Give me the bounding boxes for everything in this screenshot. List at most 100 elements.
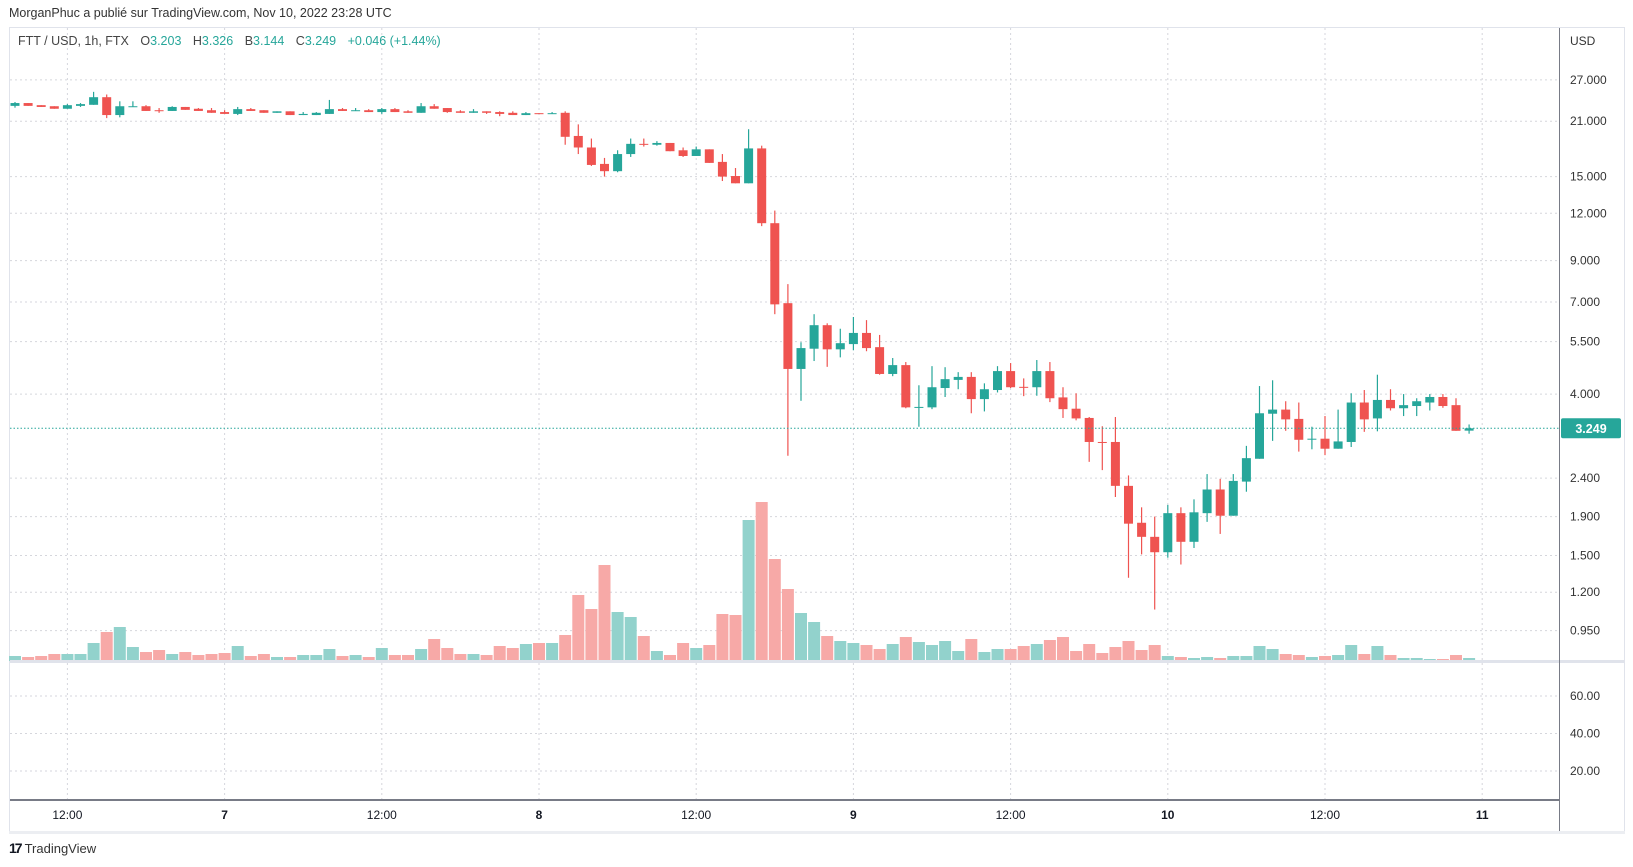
- candle-body: [115, 106, 125, 116]
- volume-bar: [205, 654, 218, 661]
- candle-body: [1058, 397, 1068, 410]
- volume-bar: [873, 649, 886, 661]
- volume-bar: [1201, 657, 1214, 661]
- candle-body: [1019, 386, 1029, 388]
- volume-bar: [795, 613, 807, 661]
- time-tick-label: 10: [1161, 808, 1175, 822]
- volume-bar: [533, 643, 545, 661]
- volume-bar: [1266, 649, 1279, 661]
- volume-bar: [192, 655, 205, 661]
- volume-bar: [703, 645, 716, 661]
- candle-body: [783, 303, 793, 369]
- high-label: H: [192, 34, 202, 48]
- candle-body: [193, 108, 203, 111]
- volume-bar: [349, 655, 362, 661]
- candle-body: [704, 149, 714, 163]
- candle-body: [1032, 371, 1042, 388]
- volume-bar: [362, 657, 375, 661]
- candle-body: [1110, 441, 1120, 486]
- candle-body: [639, 143, 649, 145]
- volume-bar: [153, 650, 166, 661]
- candle-body: [927, 387, 937, 408]
- candle-body: [207, 110, 216, 113]
- candle-body: [1425, 396, 1435, 403]
- volume-bar: [388, 655, 401, 661]
- candle-body: [822, 325, 832, 350]
- volume-bar: [519, 644, 532, 661]
- volume-bar: [126, 647, 139, 661]
- volume-bar: [9, 656, 21, 661]
- volume-bar: [87, 643, 100, 661]
- price-tick-label: 1.500: [1570, 548, 1600, 562]
- candle-body: [1150, 536, 1160, 553]
- candle-body: [1228, 480, 1238, 516]
- volume-bar: [375, 648, 388, 661]
- candle-body: [888, 365, 898, 374]
- volume-bar: [441, 648, 454, 661]
- volume-bar: [493, 646, 506, 661]
- candle-body: [521, 113, 531, 116]
- volume-bar: [1227, 656, 1240, 661]
- volume-bar: [271, 657, 283, 661]
- volume-bar: [179, 652, 192, 661]
- candle-body: [351, 110, 361, 112]
- candle-body: [1346, 402, 1356, 442]
- candle-body: [495, 112, 505, 114]
- candle-body: [442, 108, 452, 113]
- volume-bar: [847, 643, 860, 661]
- volume-bar: [650, 651, 663, 661]
- volume-bar: [244, 656, 257, 661]
- candle-body: [429, 106, 439, 109]
- volume-series: [9, 502, 1476, 661]
- candle-body: [167, 106, 177, 111]
- candle-body: [154, 110, 164, 112]
- tradingview-logo[interactable]: 17 TradingView: [9, 840, 96, 856]
- volume-bar: [415, 649, 428, 661]
- volume-bar: [978, 652, 991, 661]
- candle-body: [1438, 396, 1448, 407]
- candle-body: [49, 106, 59, 109]
- candle-body: [1189, 512, 1199, 542]
- volume-bar: [1332, 655, 1345, 661]
- candle-body: [1006, 371, 1016, 388]
- price-axis[interactable]: 27.000 21.000 15.000 12.000 9.000 7.000 5.500 4…: [1570, 73, 1607, 638]
- candle-body: [744, 148, 754, 184]
- price-axis-currency: USD: [1570, 34, 1596, 48]
- candle-body: [259, 110, 269, 113]
- time-tick-label: 9: [850, 808, 857, 822]
- candle-body: [220, 112, 230, 114]
- candle-body: [875, 347, 885, 374]
- candle-body: [482, 111, 492, 113]
- volume-bar: [939, 641, 952, 661]
- candle-body: [324, 109, 334, 114]
- volume-bar: [22, 657, 35, 661]
- volume-bar: [218, 653, 231, 661]
- candle-body: [455, 111, 465, 113]
- candle-body: [272, 111, 282, 113]
- time-axis[interactable]: 12:00 7 12:00 8 12:00 9 12:00 10 12:00 11: [52, 808, 1488, 822]
- volume-bar: [781, 589, 794, 661]
- candle-body: [403, 111, 413, 113]
- time-tick-label: 12:00: [681, 808, 711, 822]
- candle-body: [36, 105, 46, 107]
- bottom-bar: [9, 831, 1625, 834]
- volume-bar: [1135, 650, 1148, 661]
- volume-bar: [1070, 651, 1083, 661]
- candle-body: [586, 147, 596, 165]
- volume-bar: [113, 627, 126, 661]
- volume-bar: [1410, 658, 1423, 661]
- candle-body: [23, 103, 33, 106]
- candle-body: [10, 103, 20, 106]
- candle-body: [364, 110, 374, 113]
- candle-body: [678, 150, 688, 156]
- volume-bar: [1463, 658, 1476, 661]
- candle-body: [1097, 441, 1107, 443]
- candle-body: [796, 348, 806, 369]
- candle-body: [757, 148, 767, 224]
- candle-body: [848, 332, 858, 345]
- candle-body: [128, 106, 138, 108]
- candle-body: [1084, 417, 1094, 442]
- candle-body: [338, 109, 347, 111]
- volume-bar: [1345, 645, 1358, 661]
